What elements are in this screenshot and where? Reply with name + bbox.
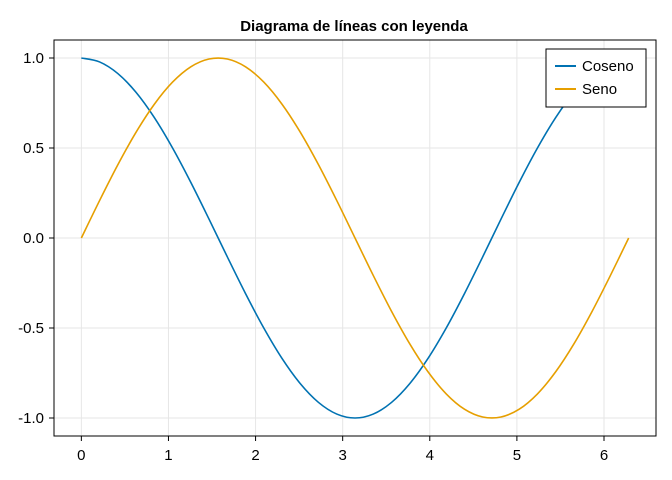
chart-title: Diagrama de líneas con leyenda bbox=[240, 18, 468, 35]
series-layer bbox=[80, 57, 630, 419]
x-tick-label: 1 bbox=[164, 447, 172, 464]
legend-label-seno: Seno bbox=[582, 81, 617, 98]
legend-label-coseno: Coseno bbox=[582, 58, 634, 75]
legend-box bbox=[545, 48, 647, 108]
x-axis-ticks: 0 1 2 3 4 5 6 bbox=[77, 436, 608, 464]
y-axis-ticks: 1.0 0.5 0.0 -0.5 -1.0 bbox=[18, 50, 54, 427]
grid bbox=[54, 40, 656, 436]
y-tick-label: -1.0 bbox=[18, 410, 44, 427]
x-tick-label: 0 bbox=[77, 447, 85, 464]
x-tick-label: 5 bbox=[513, 447, 521, 464]
series-line-coseno bbox=[81, 57, 629, 419]
x-tick-label: 2 bbox=[251, 447, 259, 464]
x-tick-label: 4 bbox=[426, 447, 434, 464]
x-tick-label: 3 bbox=[339, 447, 347, 464]
y-tick-label: 0.5 bbox=[23, 140, 44, 157]
y-tick-label: 0.0 bbox=[23, 230, 44, 247]
series-line-seno bbox=[80, 57, 630, 419]
y-tick-label: -0.5 bbox=[18, 320, 44, 337]
y-tick-label: 1.0 bbox=[23, 50, 44, 67]
legend: Coseno Seno bbox=[545, 48, 647, 108]
x-tick-label: 6 bbox=[600, 447, 608, 464]
